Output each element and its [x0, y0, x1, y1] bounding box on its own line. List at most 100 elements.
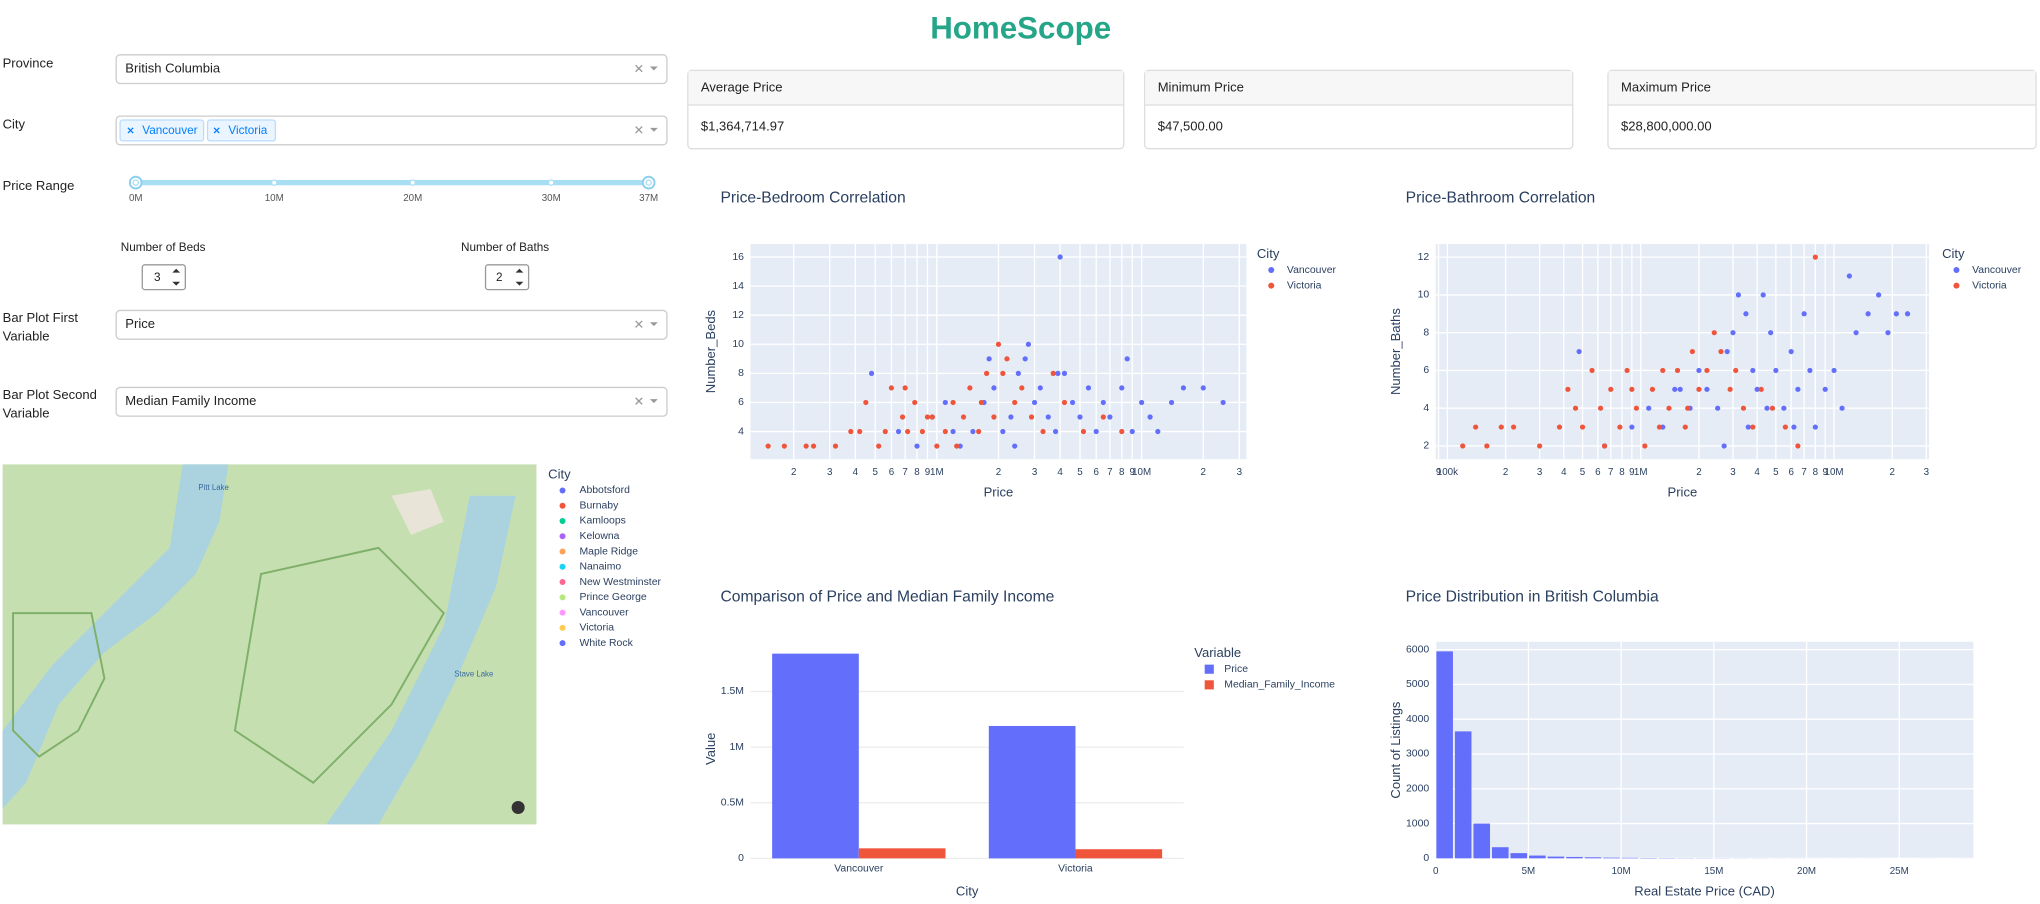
- x-tick-label: 6: [1093, 467, 1098, 478]
- tag-remove[interactable]: [127, 127, 134, 134]
- clear-icon[interactable]: [635, 126, 643, 134]
- point: [1795, 386, 1801, 392]
- x-tick-label: 3: [827, 467, 832, 478]
- point: [1656, 424, 1663, 430]
- point: [1022, 356, 1028, 362]
- card-title: Average Price: [701, 79, 783, 94]
- point: [1629, 386, 1635, 392]
- point: [1498, 424, 1504, 430]
- point: [1795, 443, 1801, 449]
- point: [902, 385, 908, 391]
- caret-icon[interactable]: [649, 66, 658, 71]
- legend-label: Vancouver: [1287, 265, 1337, 276]
- dropdown[interactable]: [115, 309, 668, 340]
- legend-marker: [559, 518, 566, 525]
- map[interactable]: [2, 464, 537, 825]
- point: [960, 414, 967, 420]
- x-axis-title: Price: [984, 485, 1014, 500]
- point: [1685, 405, 1691, 411]
- card-value: $1,364,714.97: [701, 119, 784, 134]
- point: [934, 443, 940, 449]
- point: [1124, 356, 1130, 362]
- bar: [1529, 855, 1546, 859]
- point: [810, 443, 817, 449]
- tag-remove[interactable]: [213, 127, 220, 134]
- slider-mark: 20M: [403, 193, 422, 204]
- legend-marker: [1953, 282, 1960, 289]
- point: [1646, 405, 1652, 411]
- legend-label: Vancouver: [580, 607, 630, 618]
- filter-label: City: [3, 117, 26, 132]
- clear-icon[interactable]: [635, 397, 643, 405]
- point: [1015, 370, 1021, 376]
- caret-icon[interactable]: [649, 399, 658, 404]
- point: [1812, 254, 1818, 260]
- x-tick-label: 9: [1436, 467, 1441, 478]
- legend-marker: [559, 579, 566, 586]
- point: [1589, 367, 1595, 374]
- point: [1782, 424, 1788, 430]
- point: [1069, 399, 1076, 406]
- point: [905, 428, 911, 435]
- caret-icon[interactable]: [649, 127, 658, 132]
- point: [1147, 414, 1153, 420]
- dropdown[interactable]: [115, 386, 668, 417]
- y-tick-label: 8: [1423, 327, 1429, 338]
- y-tick-label: 0.5M: [721, 797, 744, 808]
- caret-icon[interactable]: [649, 322, 658, 327]
- point: [950, 428, 956, 435]
- legend-marker: [1268, 267, 1275, 274]
- x-tick-label: 8: [1119, 467, 1124, 478]
- clear-icon[interactable]: [635, 64, 643, 73]
- point: [1040, 428, 1046, 435]
- point: [1885, 330, 1891, 336]
- point: [1812, 424, 1818, 430]
- number-input[interactable]: [141, 264, 186, 291]
- x-tick-label: 9: [925, 467, 930, 478]
- point: [1180, 385, 1187, 391]
- point: [1750, 367, 1756, 374]
- x-tick-label: 4: [853, 467, 859, 478]
- card-title: Maximum Price: [1621, 79, 1711, 94]
- point: [991, 385, 997, 391]
- clear-icon[interactable]: [635, 320, 643, 328]
- y-tick-label: 14: [732, 281, 744, 292]
- point: [1139, 399, 1145, 406]
- legend-label: Maple Ridge: [580, 546, 639, 557]
- point: [986, 356, 992, 362]
- y-tick-label: 0: [738, 853, 744, 864]
- point: [868, 370, 875, 376]
- y-tick-label: 6000: [1406, 644, 1429, 655]
- point: [967, 385, 973, 391]
- point: [1537, 443, 1543, 449]
- point: [1608, 386, 1614, 392]
- point: [1677, 386, 1683, 392]
- spin-buttons[interactable]: [172, 268, 181, 286]
- legend-title: Variable: [1194, 645, 1241, 660]
- x-tick-label: 2: [1503, 467, 1508, 478]
- plot-area: [1435, 641, 1974, 859]
- x-tick-label: 2: [1890, 467, 1895, 478]
- point: [1853, 330, 1859, 336]
- bar: [1510, 853, 1528, 859]
- legend-label: New Westminster: [580, 577, 662, 588]
- bar: [772, 653, 859, 859]
- point: [1724, 348, 1730, 355]
- x-tick-label: 7: [1801, 467, 1806, 478]
- x-tick-label: 8: [1813, 467, 1818, 478]
- x-tick-label: 5M: [1522, 866, 1536, 877]
- point: [1617, 424, 1623, 430]
- legend-marker: [559, 548, 566, 555]
- point: [924, 414, 931, 420]
- dropdown[interactable]: [115, 54, 668, 85]
- legend-title: City: [548, 466, 571, 481]
- point: [1801, 311, 1807, 317]
- x-axis-title: Price: [1668, 485, 1698, 500]
- y-tick-label: 1.5M: [721, 686, 744, 697]
- number-input[interactable]: [484, 264, 530, 291]
- point: [1743, 311, 1749, 317]
- x-tick-label: 9: [1629, 467, 1634, 478]
- spin-buttons[interactable]: [515, 268, 524, 286]
- bar: [1436, 651, 1453, 859]
- point: [1025, 341, 1032, 347]
